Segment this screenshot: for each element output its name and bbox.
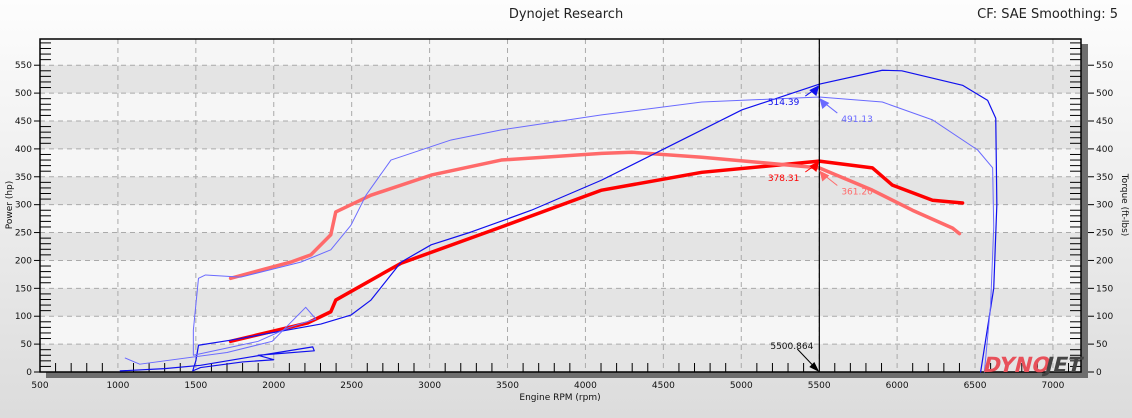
- y2-axis-label: Torque (ft-lbs): [1119, 173, 1129, 237]
- y2-tick-label: 550: [1096, 61, 1113, 71]
- y-tick-label: 0: [26, 368, 32, 378]
- annotation-label: 378.31: [768, 174, 800, 184]
- svg-text:JET: JET: [1041, 353, 1086, 378]
- x-tick-label: 5000: [730, 381, 753, 391]
- grid-band: [40, 344, 1081, 372]
- x-tick-label: 3500: [496, 381, 519, 391]
- right-axis-shadow: [1081, 44, 1088, 378]
- dynojet-logo: DYNO JET: [981, 353, 1086, 378]
- x-tick-label: 500: [31, 381, 48, 391]
- annotations: 514.39 491.13 378.31 361.20: [768, 85, 873, 198]
- grid-lines: [40, 39, 1081, 372]
- x-tick-label: 6000: [886, 381, 909, 391]
- bottom-axis-shadow: [46, 372, 1088, 378]
- y-tick-label: 350: [15, 173, 32, 183]
- grid-band: [40, 288, 1081, 317]
- x-tick-label: 4000: [574, 381, 597, 391]
- correction-info: CF: SAE Smoothing: 5: [977, 7, 1118, 22]
- y-tick-label: 400: [15, 145, 32, 155]
- x-tick-label: 1500: [184, 381, 207, 391]
- annotation-label: 491.13: [841, 115, 873, 125]
- y2-tick-label: 500: [1096, 89, 1113, 99]
- annotation-arrow-head: [809, 160, 820, 172]
- y2-tick-label: 100: [1096, 312, 1113, 322]
- y-tick-label: 200: [15, 256, 32, 266]
- annotation-arrow-head: [809, 85, 820, 97]
- cursor-arrow-head: [809, 362, 820, 372]
- y2-tick-label: 0: [1096, 368, 1102, 378]
- y-tick-label: 550: [15, 61, 32, 71]
- y2-tick-label: 250: [1096, 229, 1113, 239]
- plot-border: [39, 38, 1082, 373]
- y-tick-label: 50: [21, 340, 33, 350]
- series-run-2-torque: [124, 96, 995, 373]
- series-run-2-power: [119, 69, 998, 373]
- annotation-label: 514.39: [768, 98, 800, 108]
- y-axis-label: Power (hp): [5, 181, 15, 230]
- annotation-arrow-head: [819, 98, 830, 110]
- y2-tick-label: 350: [1096, 173, 1113, 183]
- x-tick-label: 3000: [418, 381, 441, 391]
- series-group: [119, 69, 998, 373]
- y2-tick-label: 300: [1096, 201, 1113, 211]
- svg-text:DYNO: DYNO: [981, 353, 1054, 378]
- annotation-label: 361.20: [841, 188, 873, 198]
- cursor-rpm-label: 5500.864: [770, 342, 813, 352]
- annotation-arrow-head: [819, 170, 830, 182]
- grid-band: [40, 65, 1081, 94]
- y-tick-label: 450: [15, 117, 32, 127]
- grid-band: [40, 232, 1081, 261]
- y2-tick-label: 400: [1096, 145, 1113, 155]
- axes: 500 1000 1500 2000 2500 3000 3500 4000 4500 5000 5…: [15, 38, 1113, 391]
- cursor[interactable]: 5500.864: [770, 39, 820, 372]
- y-tick-label: 150: [15, 284, 32, 294]
- x-tick-label: 6500: [964, 381, 987, 391]
- series-run-1-torque: [228, 150, 962, 281]
- series-run-1-power: [228, 159, 965, 344]
- y-tick-label: 250: [15, 229, 32, 239]
- y2-tick-label: 50: [1096, 340, 1108, 350]
- grid-band: [40, 120, 1081, 149]
- x-tick-label: 4500: [652, 381, 675, 391]
- plot-background: [40, 39, 1081, 372]
- chart-title: Dynojet Research: [509, 7, 623, 22]
- x-tick-label: 2000: [262, 381, 285, 391]
- y2-tick-label: 150: [1096, 284, 1113, 294]
- y-tick-label: 500: [15, 89, 32, 99]
- x-tick-label: 5500: [808, 381, 831, 391]
- x-tick-label: 7000: [1041, 381, 1064, 391]
- x-axis-label: Engine RPM (rpm): [519, 393, 600, 403]
- x-tick-label: 2500: [340, 381, 363, 391]
- y2-tick-label: 200: [1096, 256, 1113, 266]
- y-tick-label: 100: [15, 312, 32, 322]
- grid-band: [40, 176, 1081, 205]
- y2-tick-label: 450: [1096, 117, 1113, 127]
- y-tick-label: 300: [15, 201, 32, 211]
- x-tick-label: 1000: [106, 381, 129, 391]
